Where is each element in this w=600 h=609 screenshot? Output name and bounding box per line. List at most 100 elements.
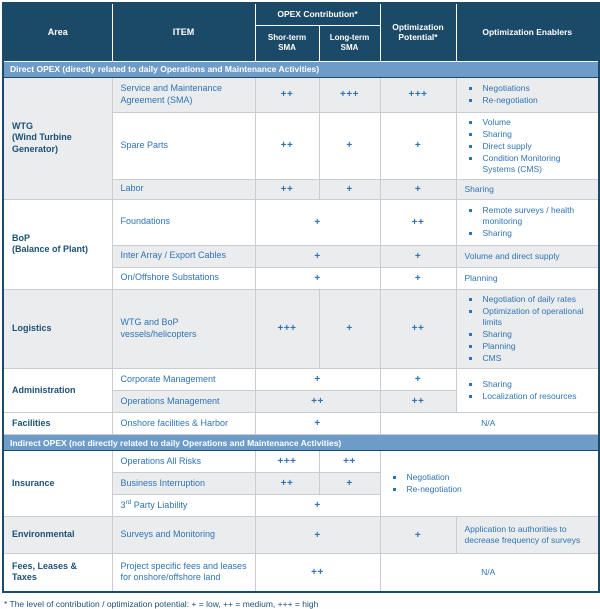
foundations-enablers-list: Remote surveys / health monitoring Shari… xyxy=(465,205,595,239)
enabler: Re-negotiation xyxy=(405,484,595,495)
section-direct-opex: Direct OPEX (directly related to daily O… xyxy=(2,60,600,78)
foundations-potential: ++ xyxy=(379,198,457,246)
enabler: Planning xyxy=(481,341,595,352)
item-all-risks: Operations All Risks xyxy=(111,450,256,474)
vessels-long: + xyxy=(318,288,381,370)
row-sma: WTG (Wind Turbine Generator) Service and… xyxy=(2,76,600,200)
item-vessels: WTG and BoP vessels/helicopters xyxy=(111,288,256,370)
labor-long: + xyxy=(318,178,381,200)
section-direct-opex-label: Direct OPEX (directly related to daily O… xyxy=(2,60,600,78)
onshore-facilities-na: N/A xyxy=(379,412,600,436)
surveys-potential: + xyxy=(379,516,457,555)
insurance-enablers: Negotiation Re-negotiation xyxy=(379,450,600,518)
row-corporate-management: Administration Corporate Management + + … xyxy=(2,368,600,414)
sma-long: +++ xyxy=(318,76,381,113)
vessels-enablers: Negotiation of daily rates Optimization … xyxy=(455,288,600,370)
item-operations-management: Operations Management xyxy=(111,390,256,414)
enabler: Negotiation of daily rates xyxy=(481,294,595,305)
enabler: Volume xyxy=(481,117,595,128)
section-indirect-opex: Indirect OPEX (not directly related to d… xyxy=(2,434,600,452)
item-onshore-facilities: Onshore facilities & Harbor xyxy=(111,412,256,436)
spare-long: + xyxy=(318,111,381,180)
all-risks-long: ++ xyxy=(318,450,381,474)
area-environmental: Environmental xyxy=(2,516,113,555)
item-spare-parts: Spare Parts xyxy=(111,111,256,180)
row-vessels: Logistics WTG and BoP vessels/helicopter… xyxy=(2,288,600,370)
sma-short: ++ xyxy=(254,76,320,113)
all-risks-short: +++ xyxy=(254,450,320,474)
item-third-party-liability: 3rd Party Liability xyxy=(111,494,256,518)
area-facilities: Facilities xyxy=(2,412,113,436)
vessels-potential: ++ xyxy=(379,288,457,370)
enabler: Optimization of operational limits xyxy=(481,306,595,328)
item-corporate-management: Corporate Management xyxy=(111,368,256,392)
onshore-facilities-contribution: + xyxy=(254,412,381,436)
cables-contribution: + xyxy=(254,244,381,268)
business-interruption-short: ++ xyxy=(254,472,320,496)
header-optimization-potential: Optimization Potential* xyxy=(379,2,457,62)
row-onshore-facilities: Facilities Onshore facilities & Harbor +… xyxy=(2,412,600,436)
area-fees: Fees, Leases & Taxes xyxy=(2,553,113,593)
enabler: CMS xyxy=(481,353,595,364)
project-fees-contribution: ++ xyxy=(254,553,381,593)
enabler: Negotiation xyxy=(405,472,595,483)
row-surveys: Environmental Surveys and Monitoring + +… xyxy=(2,516,600,555)
opex-table: Area ITEM OPEX Contribution* Optimizatio… xyxy=(2,2,600,593)
insurance-enablers-list: Negotiation Re-negotiation xyxy=(389,472,595,495)
third-party-text: 3 xyxy=(120,500,126,511)
item-sma: Service and Maintenance Agreement (SMA) xyxy=(111,76,256,113)
item-project-fees: Project specific fees and leases for ons… xyxy=(111,553,256,593)
enabler: Remote surveys / health monitoring xyxy=(481,205,595,227)
header-optimization-enablers: Optimization Enablers xyxy=(455,2,600,62)
enabler: Localization of resources xyxy=(481,391,595,402)
project-fees-na: N/A xyxy=(379,553,600,593)
third-party-contribution: + xyxy=(254,494,381,518)
operations-mgmt-contribution: ++ xyxy=(254,390,381,414)
corporate-potential: + xyxy=(379,368,457,392)
header-opex-contribution: OPEX Contribution* xyxy=(254,2,381,26)
labor-potential: + xyxy=(379,178,457,200)
item-labor: Labor xyxy=(111,178,256,200)
substations-enabler: Planning xyxy=(455,266,600,290)
enabler: Condition Monitoring Systems (CMS) xyxy=(481,153,595,175)
enabler: Re-negotiation xyxy=(481,95,595,106)
sma-enablers: Negotiations Re-negotiation xyxy=(455,76,600,113)
item-foundations: Foundations xyxy=(111,198,256,246)
item-surveys: Surveys and Monitoring xyxy=(111,516,256,555)
row-foundations: BoP (Balance of Plant) Foundations + ++ … xyxy=(2,198,600,290)
cables-enabler: Volume and direct supply xyxy=(455,244,600,268)
substations-contribution: + xyxy=(254,266,381,290)
row-spare-parts: Spare Parts ++ + + Volume Sharing Direct… xyxy=(3,111,600,180)
enabler: Sharing xyxy=(481,129,595,140)
spare-enablers-list: Volume Sharing Direct supply Condition M… xyxy=(465,117,595,175)
spare-enablers: Volume Sharing Direct supply Condition M… xyxy=(455,111,600,180)
row-labor: Labor ++ + + Sharing xyxy=(3,178,600,200)
business-interruption-long: + xyxy=(318,472,381,496)
enabler: Direct supply xyxy=(481,141,595,152)
third-party-ordinal: rd xyxy=(125,499,132,507)
enabler: Negotiations xyxy=(481,83,595,94)
item-cables: Inter Array / Export Cables xyxy=(111,244,256,268)
table-header: Area ITEM OPEX Contribution* Optimizatio… xyxy=(2,2,600,62)
cables-potential: + xyxy=(379,244,457,268)
labor-enabler: Sharing xyxy=(455,178,600,200)
row-substations: On/Offshore Substations + + Planning xyxy=(3,266,600,290)
substations-potential: + xyxy=(379,266,457,290)
row-project-fees: Fees, Leases & Taxes Project specific fe… xyxy=(2,553,600,593)
enabler: Sharing xyxy=(481,329,595,340)
spare-short: ++ xyxy=(254,111,320,180)
administration-enablers: Sharing Localization of resources xyxy=(455,368,600,414)
corporate-contribution: + xyxy=(254,368,381,392)
operations-mgmt-potential: ++ xyxy=(379,390,457,414)
row-third-party-liability: 3rd Party Liability + xyxy=(3,494,599,518)
vessels-short: +++ xyxy=(254,288,320,370)
row-business-interruption: Business Interruption ++ + xyxy=(3,472,599,496)
area-bop: BoP (Balance of Plant) xyxy=(2,198,113,290)
header-short-term-sma: Shor-term SMA xyxy=(254,24,320,62)
sma-potential: +++ xyxy=(379,76,457,113)
row-cables: Inter Array / Export Cables + + Volume a… xyxy=(3,244,600,268)
header-long-term-sma: Long-term SMA xyxy=(318,24,381,62)
surveys-contribution: + xyxy=(254,516,381,555)
surveys-enabler: Application to authorities to decrease f… xyxy=(455,516,600,555)
